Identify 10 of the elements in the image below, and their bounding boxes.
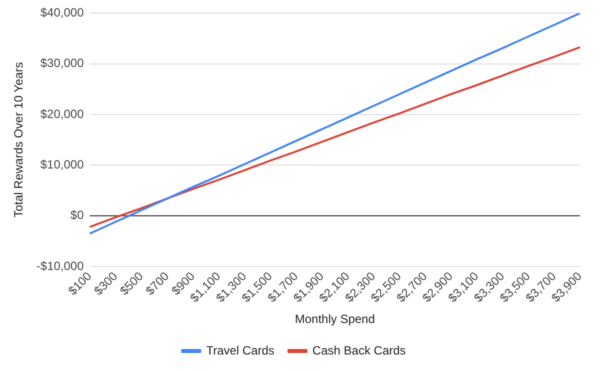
y-tick-label: $30,000 bbox=[40, 56, 84, 70]
legend-label: Cash Back Cards bbox=[312, 343, 406, 358]
y-tick-label: -$10,000 bbox=[36, 258, 84, 273]
y-tick-label: $20,000 bbox=[40, 106, 84, 121]
y-tick-label: $10,000 bbox=[40, 157, 84, 172]
x-axis-title: Monthly Spend bbox=[294, 312, 375, 326]
y-tick-label: $0 bbox=[70, 208, 84, 222]
y-tick-label: $40,000 bbox=[40, 6, 84, 20]
y-axis-title: Total Rewards Over 10 Years bbox=[12, 62, 26, 218]
legend-label: Travel Cards bbox=[206, 343, 274, 358]
